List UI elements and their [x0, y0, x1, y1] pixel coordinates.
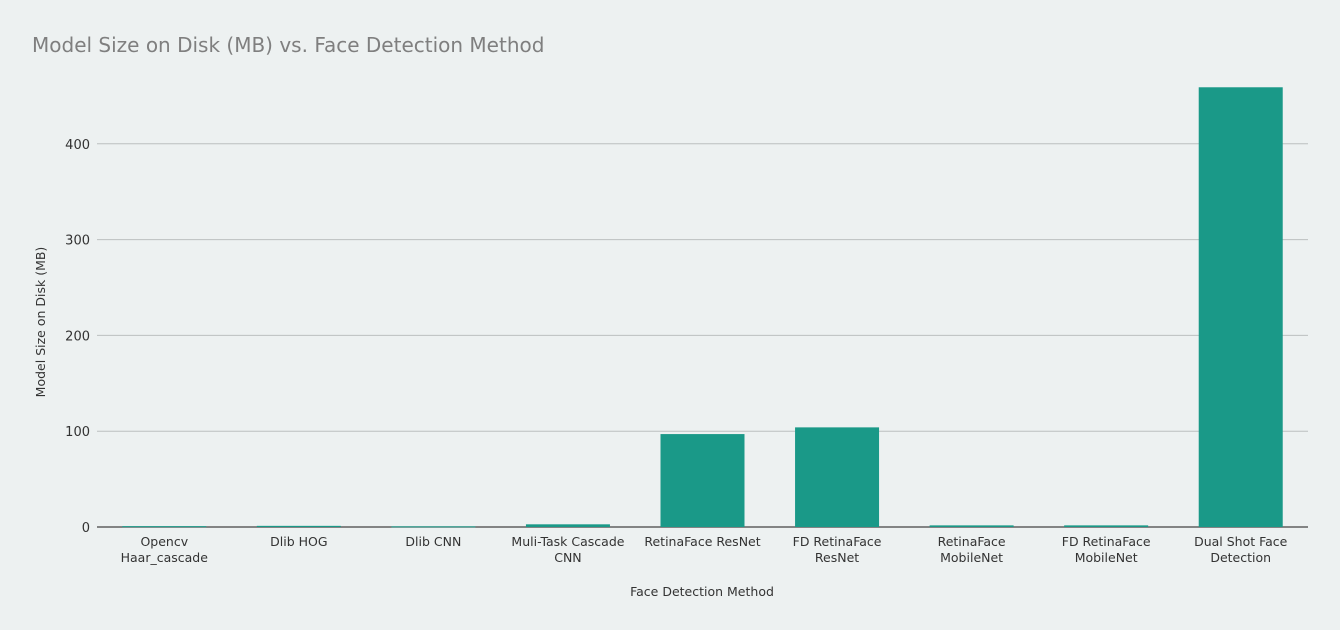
x-tick-label: FD RetinaFace — [1062, 534, 1151, 549]
bar — [1198, 87, 1283, 527]
x-tick-label: Dlib HOG — [270, 534, 327, 549]
y-tick-label: 400 — [65, 138, 90, 153]
x-tick-label: MobileNet — [940, 550, 1003, 565]
chart-title: Model Size on Disk (MB) vs. Face Detecti… — [32, 33, 545, 57]
x-tick-label: Detection — [1210, 550, 1271, 565]
bar — [929, 525, 1014, 527]
x-tick-label: ResNet — [815, 550, 859, 565]
y-tick-label: 100 — [65, 425, 90, 440]
bar — [795, 427, 880, 527]
x-tick-label: MobileNet — [1075, 550, 1138, 565]
bar — [391, 526, 476, 528]
bar — [1064, 525, 1149, 527]
y-tick-label: 200 — [65, 329, 90, 344]
bar — [256, 525, 341, 527]
x-tick-label: FD RetinaFace — [793, 534, 882, 549]
x-tick-label: Dual Shot Face — [1194, 534, 1288, 549]
x-axis-title: Face Detection Method — [630, 584, 774, 599]
x-tick-label: Haar_cascade — [121, 550, 209, 565]
x-tick-label: RetinaFace ResNet — [644, 534, 760, 549]
bar — [525, 524, 610, 527]
y-axis-title: Model Size on Disk (MB) — [33, 247, 48, 398]
bar — [122, 526, 207, 528]
x-tick-label: Opencv — [140, 534, 188, 549]
x-tick-label: Dlib CNN — [405, 534, 461, 549]
x-tick-label: RetinaFace — [938, 534, 1006, 549]
y-tick-label: 300 — [65, 234, 90, 249]
x-tick-label: CNN — [554, 550, 581, 565]
bar — [660, 434, 745, 527]
x-tick-label: Muli-Task Cascade — [511, 534, 624, 549]
y-tick-label: 0 — [82, 521, 90, 536]
